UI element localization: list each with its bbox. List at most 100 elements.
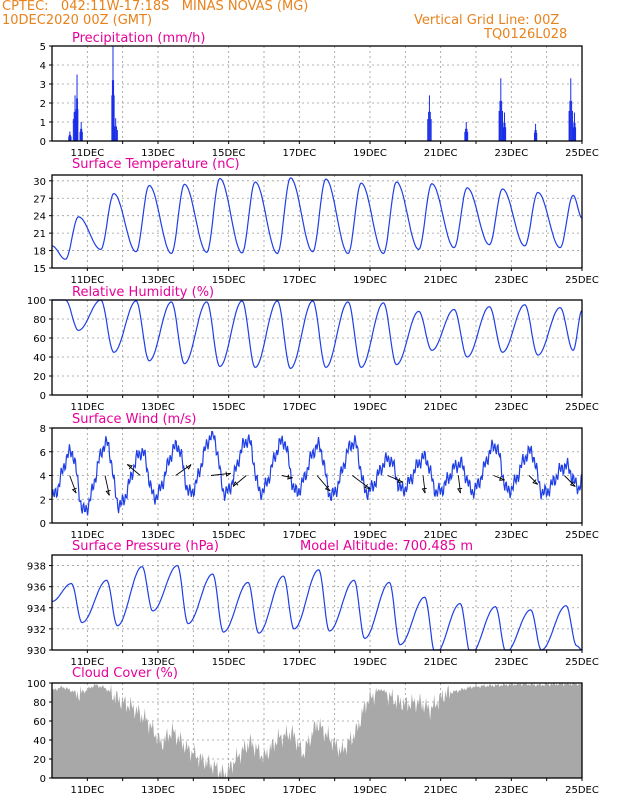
x-tick-label: 19DEC bbox=[353, 402, 387, 413]
y-tick-label: 8 bbox=[40, 424, 46, 435]
precip-bar bbox=[115, 118, 117, 141]
panel-title: Precipitation (mm/h) bbox=[72, 31, 205, 46]
y-tick-label: 20 bbox=[33, 372, 46, 383]
precip-bar bbox=[80, 128, 82, 141]
precip-bar bbox=[81, 128, 83, 141]
x-tick-label: 23DEC bbox=[494, 530, 528, 541]
precip-bar bbox=[68, 136, 70, 141]
y-tick-label: 930 bbox=[27, 646, 46, 657]
precip-bar bbox=[430, 119, 432, 141]
wind-vector-head bbox=[532, 479, 538, 485]
precip-bar bbox=[572, 127, 574, 141]
precip-bar bbox=[501, 100, 503, 141]
precip-bar bbox=[80, 122, 82, 141]
wind-vector bbox=[422, 475, 426, 494]
panel-frame bbox=[51, 554, 583, 651]
precip-bar bbox=[575, 127, 577, 141]
x-tick-label: 25DEC bbox=[565, 785, 599, 796]
x-tick-label: 15DEC bbox=[212, 785, 246, 796]
x-tick-label: 13DEC bbox=[141, 148, 175, 159]
y-tick-label: 60 bbox=[33, 334, 46, 345]
x-tick-label: 21DEC bbox=[424, 657, 458, 668]
precip-bar bbox=[534, 130, 536, 141]
wind-vector bbox=[316, 475, 331, 492]
wind-vector-head bbox=[364, 483, 371, 490]
precip-bar bbox=[505, 127, 507, 141]
x-tick-label: 21DEC bbox=[424, 530, 458, 541]
x-tick-label: 15DEC bbox=[212, 530, 246, 541]
precip-bar bbox=[573, 112, 575, 141]
precip-bar bbox=[79, 131, 81, 141]
wind-vector bbox=[104, 475, 110, 496]
y-tick-label: 40 bbox=[33, 736, 46, 747]
y-tick-label: 3 bbox=[40, 80, 46, 91]
precip-bar bbox=[77, 109, 79, 141]
precip-bar bbox=[114, 126, 116, 141]
x-tick-label: 13DEC bbox=[141, 275, 175, 286]
x-tick-label: 25DEC bbox=[565, 275, 599, 286]
x-tick-label: 17DEC bbox=[282, 402, 316, 413]
precip-bar bbox=[573, 122, 575, 141]
precip-bar bbox=[498, 110, 500, 141]
precip-bar bbox=[116, 130, 118, 141]
x-tick-label: 17DEC bbox=[282, 785, 316, 796]
x-tick-label: 17DEC bbox=[282, 148, 316, 159]
panel-frame bbox=[51, 682, 583, 779]
wind-vector bbox=[564, 475, 576, 487]
panel-precipitation: Precipitation (mm/h) 0 1 2 3 4 5 11DEC 13DEC 15DE… bbox=[40, 31, 599, 159]
x-tick-label: 21DEC bbox=[424, 148, 458, 159]
precip-bar bbox=[568, 110, 570, 141]
wind-vector-head bbox=[287, 474, 293, 480]
precip-bar bbox=[574, 122, 576, 141]
y-tick-label: 40 bbox=[33, 353, 46, 364]
y-tick-label: 2 bbox=[40, 99, 46, 110]
wind-vector bbox=[126, 464, 141, 476]
wind-vector-head bbox=[569, 481, 576, 487]
wind-vector-head bbox=[185, 464, 192, 470]
wind-vector-head bbox=[225, 471, 232, 477]
precip-bar bbox=[571, 100, 573, 141]
y-tick-label: 20 bbox=[33, 755, 46, 766]
y-tick-label: 5 bbox=[40, 42, 46, 53]
precip-bar bbox=[428, 95, 430, 141]
wind-vector bbox=[210, 472, 231, 476]
x-tick-label: 11DEC bbox=[70, 275, 104, 286]
x-tick-label: 15DEC bbox=[212, 148, 246, 159]
precip-bar bbox=[503, 112, 505, 141]
y-tick-label: 932 bbox=[27, 625, 46, 636]
x-tick-label: 19DEC bbox=[353, 275, 387, 286]
precip-bar bbox=[569, 100, 571, 141]
cloud-area bbox=[52, 683, 582, 778]
precip-bar bbox=[74, 95, 76, 141]
panel-pressure: Surface Pressure (hPa) Model Altitude: 70… bbox=[27, 539, 599, 668]
x-tick-label: 23DEC bbox=[494, 148, 528, 159]
x-tick-label: 19DEC bbox=[353, 530, 387, 541]
panel-humidity: Relative Humidity (%) 0 20 40 60 80 100 11DEC 13… bbox=[27, 285, 599, 413]
y-tick-label: 0 bbox=[40, 519, 46, 530]
y-tick-label: 80 bbox=[33, 315, 46, 326]
panel-frame bbox=[51, 427, 583, 524]
precip-bar bbox=[427, 119, 429, 141]
wind-vector-head bbox=[105, 489, 111, 496]
x-tick-label: 11DEC bbox=[70, 785, 104, 796]
precip-bar bbox=[69, 134, 71, 141]
x-tick-label: 25DEC bbox=[565, 148, 599, 159]
header-location: CPTEC: 042:11W-17:18S MINAS NOVAS (MG) bbox=[2, 0, 309, 14]
x-tick-label: 19DEC bbox=[353, 657, 387, 668]
x-tick-label: 25DEC bbox=[565, 657, 599, 668]
precip-bar bbox=[116, 126, 118, 141]
y-tick-label: 6 bbox=[40, 448, 46, 459]
wind-vector-head bbox=[397, 478, 404, 483]
wind-vector-head bbox=[71, 487, 77, 494]
x-tick-label: 11DEC bbox=[70, 530, 104, 541]
x-tick-label: 25DEC bbox=[565, 530, 599, 541]
wind-vector-head bbox=[127, 464, 133, 470]
panel-title: Cloud Cover (%) bbox=[72, 666, 178, 681]
precip-bar bbox=[465, 128, 467, 141]
precip-bar bbox=[570, 78, 572, 141]
panel-cloud-cover: Cloud Cover (%) 0 20 40 60 80 100 11DEC 13DEC 15D… bbox=[27, 666, 599, 796]
series-line bbox=[52, 564, 583, 651]
precip-bar bbox=[111, 95, 113, 141]
precip-bar bbox=[536, 132, 538, 141]
